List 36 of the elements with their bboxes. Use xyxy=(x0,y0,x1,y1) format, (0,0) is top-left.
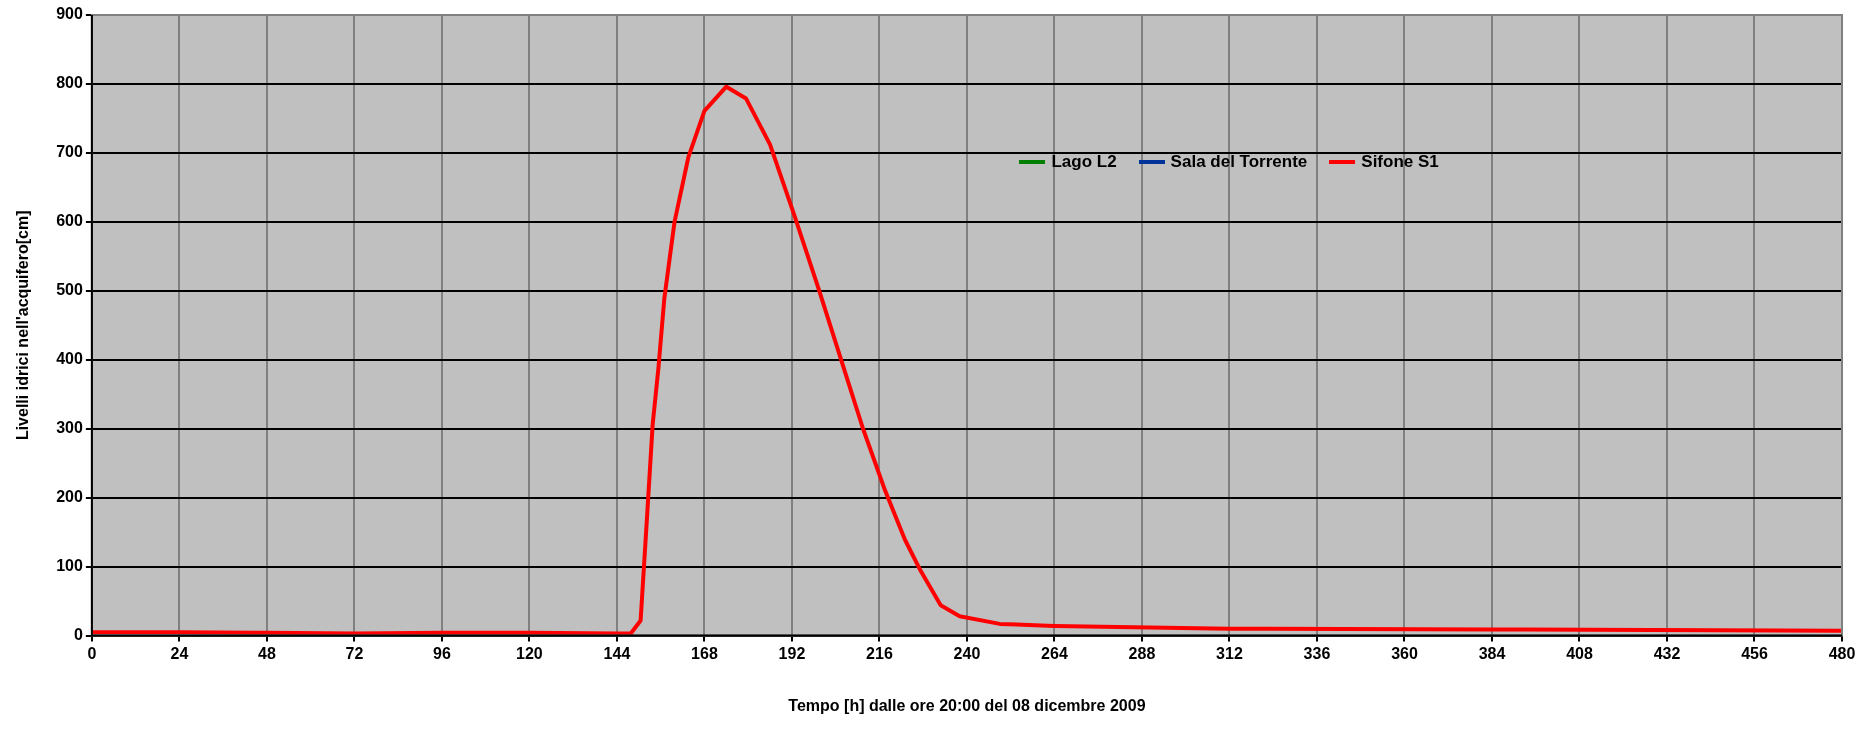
y-tick-label: 500 xyxy=(56,281,83,299)
y-tick-label: 600 xyxy=(56,212,83,230)
y-tick-label: 200 xyxy=(56,488,83,506)
x-tick-label: 0 xyxy=(87,644,97,662)
x-tick-label: 360 xyxy=(1391,644,1418,662)
y-tick-label: 0 xyxy=(73,626,83,644)
x-axis-title: Tempo [h] dalle ore 20:00 del 08 dicembre 2009 xyxy=(788,696,1146,714)
x-tick-label: 72 xyxy=(345,644,364,662)
y-tick-label: 100 xyxy=(56,557,83,575)
legend-label: Sala del Torrente xyxy=(1170,151,1308,172)
legend-label: Lago L2 xyxy=(1051,151,1117,172)
y-tick-label: 700 xyxy=(56,143,83,161)
legend-label: Sifone S1 xyxy=(1361,151,1439,172)
x-tick-label: 96 xyxy=(433,644,451,662)
x-tick-label: 216 xyxy=(866,644,893,662)
x-tick-label: 480 xyxy=(1828,644,1856,662)
x-tick-label: 264 xyxy=(1041,644,1068,662)
y-axis-title: Livelli idrici nell'acquifero[cm] xyxy=(14,210,32,441)
x-tick-label: 240 xyxy=(953,644,981,662)
y-tick-label: 400 xyxy=(56,350,83,368)
y-tick-label: 800 xyxy=(56,74,83,92)
y-tick-label: 900 xyxy=(56,5,83,23)
x-tick-label: 432 xyxy=(1653,644,1681,662)
x-tick-label: 168 xyxy=(691,644,718,662)
x-tick-label: 312 xyxy=(1216,644,1243,662)
x-tick-label: 24 xyxy=(170,644,189,662)
x-tick-label: 336 xyxy=(1303,644,1331,662)
x-tick-label: 288 xyxy=(1128,644,1156,662)
x-tick-label: 408 xyxy=(1566,644,1593,662)
x-tick-label: 48 xyxy=(258,644,276,662)
x-tick-label: 144 xyxy=(603,644,631,662)
x-tick-label: 456 xyxy=(1741,644,1768,662)
x-tick-label: 192 xyxy=(778,644,806,662)
y-tick-label: 300 xyxy=(56,419,83,437)
x-tick-label: 384 xyxy=(1478,644,1506,662)
x-tick-label: 120 xyxy=(516,644,543,662)
